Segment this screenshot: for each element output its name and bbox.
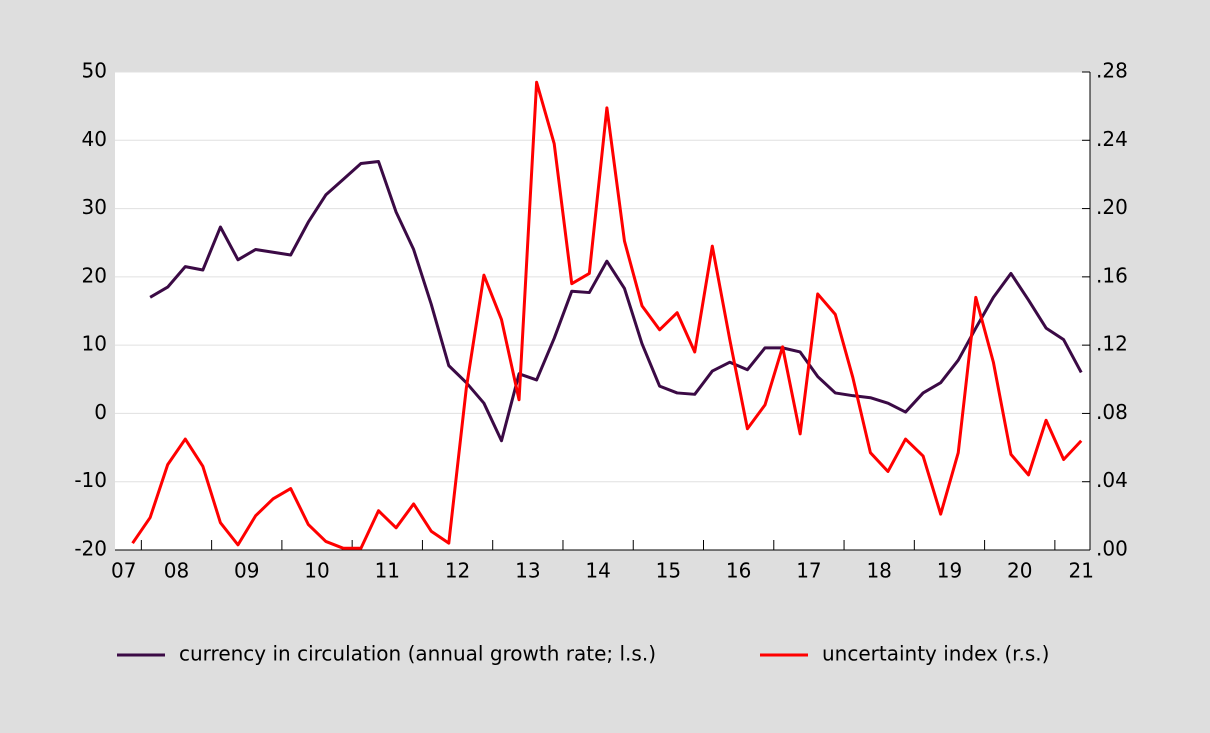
y2-tick-label: .12 [1096,332,1128,356]
x-tick-label: 16 [726,559,751,583]
x-tick-label: 19 [937,559,962,583]
x-tick-label: 18 [866,559,891,583]
x-tick-label: 09 [234,559,259,583]
y-tick-label: 40 [82,127,107,151]
x-tick-label: 07 [111,559,136,583]
x-tick-label: 17 [796,559,821,583]
x-tick-label: 11 [375,559,400,583]
y2-tick-label: .08 [1096,400,1128,424]
x-tick-label: 20 [1007,559,1032,583]
y2-tick-label: .00 [1096,537,1128,561]
y2-tick-label: .24 [1096,127,1128,151]
x-tick-label: 12 [445,559,470,583]
x-tick-label: 10 [304,559,329,583]
y-tick-label: 30 [82,195,107,219]
legend-label: uncertainty index (r.s.) [822,642,1049,666]
y2-tick-label: .04 [1096,468,1128,492]
x-tick-label: 13 [515,559,540,583]
y-tick-label: 10 [82,332,107,356]
y-tick-label: 0 [94,400,107,424]
y-tick-label: -20 [74,537,107,561]
y2-tick-label: .20 [1096,195,1128,219]
y2-tick-label: .28 [1096,59,1128,83]
y-tick-label: -10 [74,468,107,492]
x-tick-label: 15 [656,559,681,583]
y-tick-label: 20 [82,263,107,287]
series-line [131,80,1083,550]
y-tick-label: 50 [82,59,107,83]
series-line [149,159,1083,443]
y2-tick-label: .16 [1096,263,1128,287]
legend-label: currency in circulation (annual growth r… [179,642,656,666]
x-tick-label: 08 [164,559,189,583]
x-tick-label: 14 [585,559,610,583]
x-tick-label: 21 [1068,559,1093,583]
